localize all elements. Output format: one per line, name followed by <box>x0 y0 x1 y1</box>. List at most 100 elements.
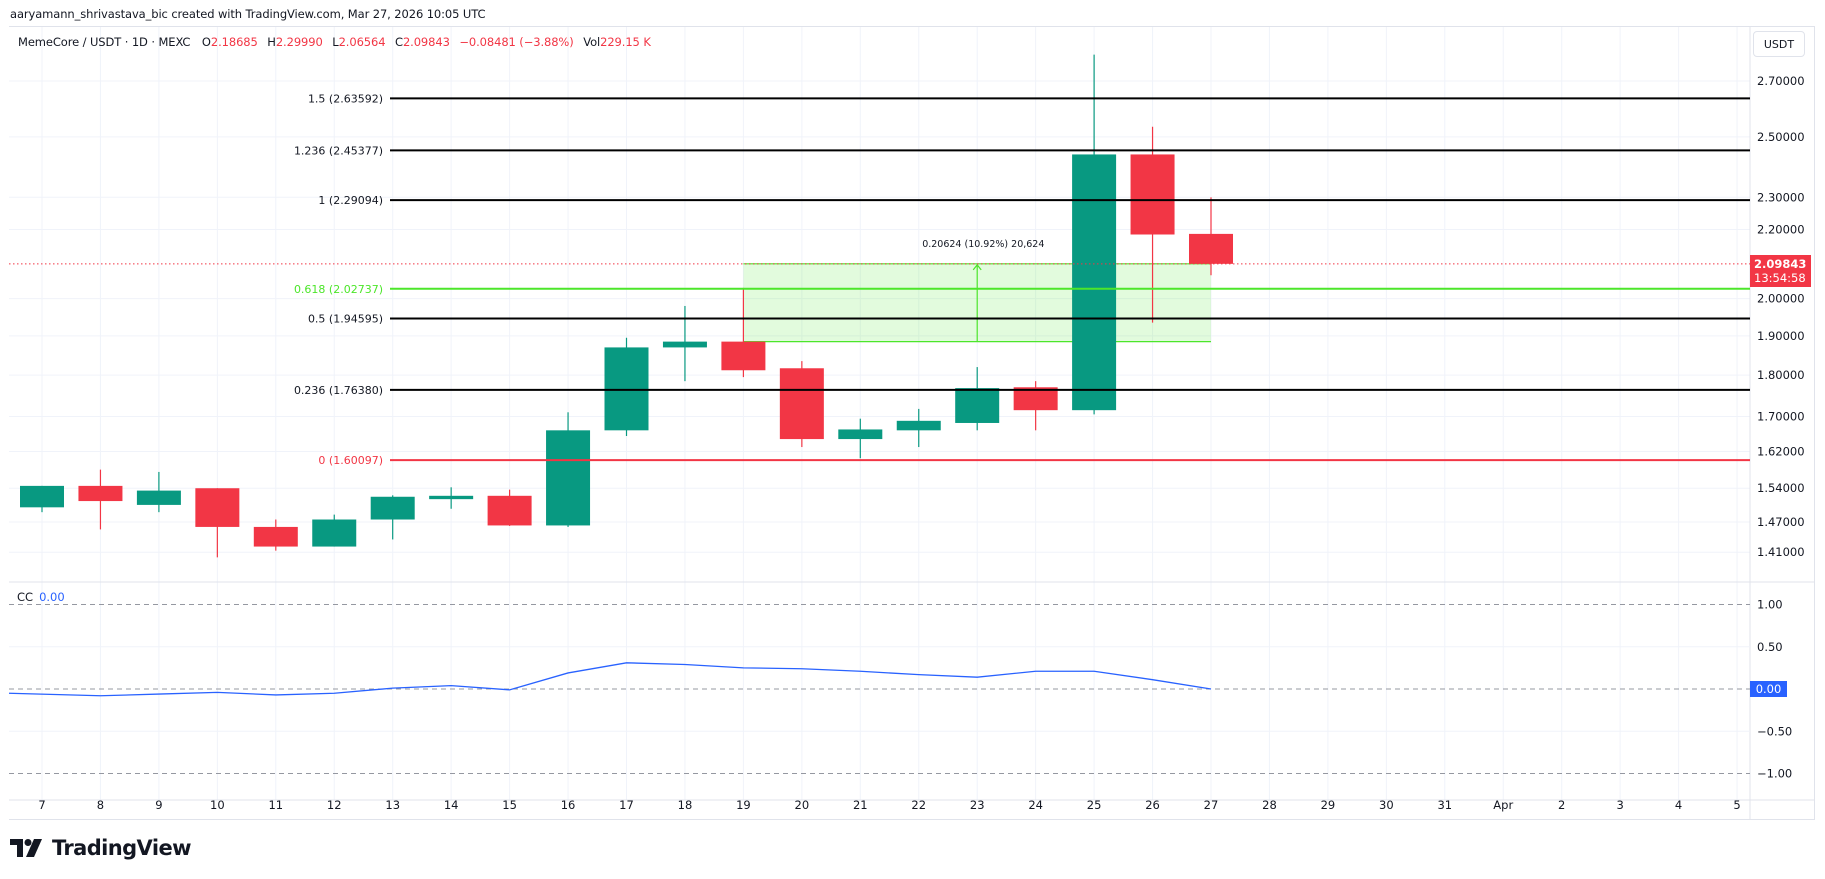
time-axis-tick: 26 <box>1145 798 1160 812</box>
bar-countdown: 13:54:58 <box>1754 271 1806 285</box>
price-axis-tick: 2.70000 <box>1757 74 1805 88</box>
time-axis-tick: 14 <box>444 798 459 812</box>
time-axis-tick: 28 <box>1262 798 1277 812</box>
fib-level-label: 1.236 (2.45377) <box>294 144 383 157</box>
price-axis-tick: 1.80000 <box>1757 368 1805 382</box>
measure-label: 0.20624 (10.92%) 20,624 <box>922 239 1044 250</box>
time-axis-tick: 5 <box>1733 798 1740 812</box>
candle-body[interactable] <box>1130 154 1175 235</box>
time-axis-tick: 13 <box>385 798 400 812</box>
time-axis-tick: 25 <box>1087 798 1102 812</box>
time-axis-tick: 22 <box>911 798 926 812</box>
time-axis-tick: 21 <box>853 798 868 812</box>
candle-body[interactable] <box>1189 233 1233 264</box>
tradingview-logo[interactable]: TradingView <box>10 836 191 860</box>
change-value: −0.08481 (−3.88%) <box>459 35 574 49</box>
cc-axis-tick: 0.50 <box>1757 640 1783 654</box>
candle-body[interactable] <box>838 429 883 440</box>
last-price-value: 2.09843 <box>1754 257 1807 271</box>
cc-indicator-name: CC <box>17 590 34 604</box>
currency-button[interactable]: USDT <box>1753 31 1805 57</box>
low-label: L <box>332 35 339 49</box>
time-axis-tick: 20 <box>795 798 810 812</box>
time-axis-tick: 29 <box>1321 798 1336 812</box>
candle-body[interactable] <box>78 485 123 502</box>
time-axis-tick: Apr <box>1493 798 1513 812</box>
price-axis-tick: 1.70000 <box>1757 410 1805 424</box>
symbol-name[interactable]: MemeCore / USDT · 1D · MEXC <box>18 35 191 49</box>
tradingview-logo-icon <box>10 839 42 857</box>
high-value: 2.29990 <box>275 35 323 49</box>
candle-body[interactable] <box>1013 387 1058 411</box>
time-axis-tick: 8 <box>97 798 104 812</box>
fib-level-label: 0.5 (1.94595) <box>308 313 383 326</box>
fib-level-label: 0 (1.60097) <box>318 454 383 467</box>
candle-body[interactable] <box>487 495 532 526</box>
price-axis-tick: 2.30000 <box>1757 190 1805 204</box>
close-value: 2.09843 <box>402 35 450 49</box>
candle-body[interactable] <box>779 368 824 440</box>
time-axis-tick: 31 <box>1437 798 1452 812</box>
cc-axis-tick: 1.00 <box>1757 598 1783 612</box>
candle-body[interactable] <box>896 420 941 431</box>
time-axis-tick: 15 <box>502 798 517 812</box>
time-axis-tick: 27 <box>1204 798 1219 812</box>
time-axis-tick: 4 <box>1675 798 1682 812</box>
candle-body[interactable] <box>662 341 707 348</box>
cc-value-tag: 0.00 <box>1750 681 1787 697</box>
measure-arrow-head-icon <box>972 263 982 271</box>
high-label: H <box>267 35 276 49</box>
price-axis-tick: 2.50000 <box>1757 130 1805 144</box>
tradingview-logo-text: TradingView <box>52 836 191 860</box>
fib-level-label: 1 (2.29094) <box>318 194 383 207</box>
cc-axis-tick: −1.00 <box>1757 767 1792 781</box>
candle-body[interactable] <box>1072 154 1117 411</box>
candle-body[interactable] <box>136 490 181 505</box>
close-label: C <box>395 35 403 49</box>
price-axis-tick: 1.47000 <box>1757 515 1805 529</box>
chart-frame <box>9 26 1815 820</box>
fib-level-label: 0.618 (2.02737) <box>294 283 383 296</box>
volume-label: Vol <box>583 35 601 49</box>
time-axis-tick: 12 <box>327 798 342 812</box>
time-axis-tick: 30 <box>1379 798 1394 812</box>
fib-level-label: 0.236 (1.76380) <box>294 384 383 397</box>
symbol-legend: MemeCore / USDT · 1D · MEXC O2.18685 H2.… <box>18 35 651 49</box>
time-axis-tick: 16 <box>561 798 576 812</box>
candle-body[interactable] <box>20 485 64 508</box>
time-axis-tick: 18 <box>678 798 693 812</box>
cc-indicator-legend[interactable]: CC 0.00 <box>17 590 65 604</box>
last-price-tag: 2.09843 13:54:58 <box>1750 255 1811 287</box>
time-axis-tick: 11 <box>268 798 283 812</box>
time-axis-tick: 19 <box>736 798 751 812</box>
cc-indicator-line[interactable] <box>8 662 1212 697</box>
candle-body[interactable] <box>546 430 591 526</box>
time-axis-tick: 24 <box>1028 798 1043 812</box>
candle-body[interactable] <box>312 519 357 547</box>
candle-body[interactable] <box>370 496 415 520</box>
cc-axis-tick: −0.50 <box>1757 724 1792 738</box>
time-axis-tick: 17 <box>619 798 634 812</box>
time-axis-tick: 3 <box>1616 798 1623 812</box>
candle-body[interactable] <box>721 341 766 371</box>
price-axis-tick: 1.41000 <box>1757 545 1805 559</box>
low-value: 2.06564 <box>338 35 386 49</box>
candle-body[interactable] <box>195 488 240 527</box>
candle-body[interactable] <box>955 388 1000 423</box>
fib-level-label: 1.5 (2.63592) <box>308 92 383 105</box>
time-axis-tick: 10 <box>210 798 225 812</box>
time-axis-tick: 9 <box>155 798 162 812</box>
chart-caption: aaryamann_shrivastava_bic created with T… <box>10 7 486 21</box>
cc-indicator-value: 0.00 <box>39 590 65 604</box>
price-axis-tick: 1.90000 <box>1757 329 1805 343</box>
price-axis-tick: 1.62000 <box>1757 445 1805 459</box>
open-value: 2.18685 <box>210 35 258 49</box>
volume-value: 229.15 K <box>600 35 651 49</box>
candle-body[interactable] <box>429 495 474 500</box>
open-label: O <box>201 35 211 49</box>
time-axis-tick: 23 <box>970 798 985 812</box>
candle-body[interactable] <box>253 526 298 547</box>
price-axis-tick: 2.00000 <box>1757 292 1805 306</box>
time-axis-tick: 7 <box>38 798 45 812</box>
